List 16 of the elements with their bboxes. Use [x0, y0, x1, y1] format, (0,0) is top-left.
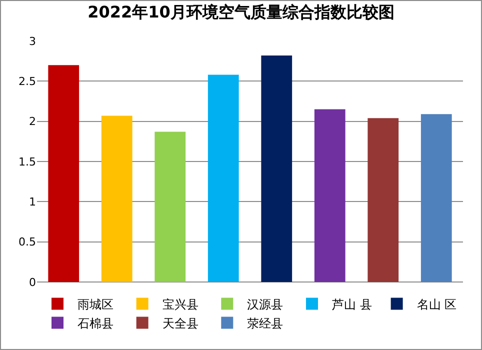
y-tick-label: 0.5 [18, 236, 36, 249]
legend-label: 宝兴县 [162, 297, 198, 312]
legend-label: 天全县 [162, 316, 198, 330]
y-tick-label: 1 [29, 196, 36, 209]
y-tick-label: 1.5 [18, 155, 36, 168]
legend-label: 荥经县 [247, 316, 284, 330]
legend-label: 名山 区 [416, 297, 457, 312]
y-tick-label: 0 [29, 276, 36, 289]
legend-label: 石棉县 [78, 316, 114, 330]
y-tick-label: 3 [29, 34, 36, 48]
legend-label: 雨城区 [78, 297, 114, 312]
y-tick-label: 2.5 [18, 75, 36, 88]
y-tick-label: 2 [29, 115, 36, 128]
legend-label: 汉源县 [247, 297, 284, 312]
legend-label: 芦山 县 [332, 297, 372, 312]
chart-title: 2022年10月环境空气质量综合指数比较图 [88, 2, 394, 22]
